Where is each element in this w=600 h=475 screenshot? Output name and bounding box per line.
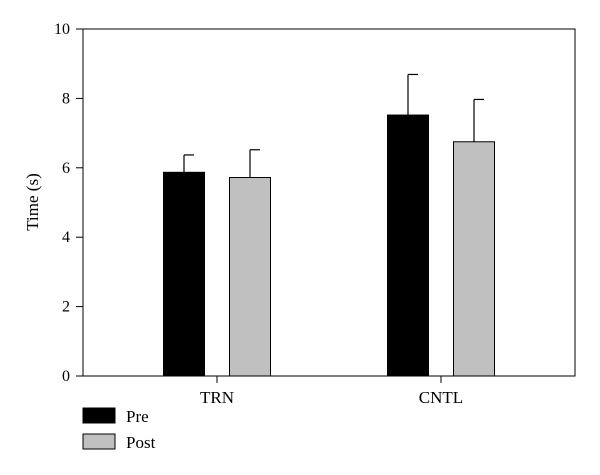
y-tick-label: 8 bbox=[62, 90, 70, 107]
y-tick-label: 0 bbox=[62, 368, 70, 385]
legend-swatch-post bbox=[82, 433, 116, 450]
y-axis: 0 2 4 6 8 10 bbox=[54, 21, 83, 385]
y-tick-label: 10 bbox=[54, 21, 70, 38]
legend-swatch-pre bbox=[82, 407, 116, 424]
y-tick-label: 4 bbox=[62, 229, 70, 246]
legend-label-post: Post bbox=[126, 433, 156, 452]
bar-pre-cntl bbox=[387, 114, 429, 377]
legend: Pre Post bbox=[82, 407, 156, 452]
plot-border bbox=[82, 28, 576, 377]
bar-post-cntl bbox=[453, 141, 495, 377]
x-axis: TRN CNTL bbox=[200, 376, 463, 407]
y-axis-title: Time (s) bbox=[23, 173, 42, 230]
y-tick-label: 6 bbox=[62, 160, 70, 177]
x-tick-label: CNTL bbox=[419, 388, 463, 407]
y-tick-label: 2 bbox=[62, 299, 70, 316]
x-tick-label: TRN bbox=[200, 388, 234, 407]
legend-label-pre: Pre bbox=[126, 407, 149, 426]
error-bars-layer bbox=[183, 73, 484, 178]
bar-post-trn bbox=[229, 177, 271, 377]
plot-frame bbox=[82, 28, 576, 377]
bars-layer bbox=[163, 114, 495, 377]
bar-pre-trn bbox=[163, 171, 205, 377]
